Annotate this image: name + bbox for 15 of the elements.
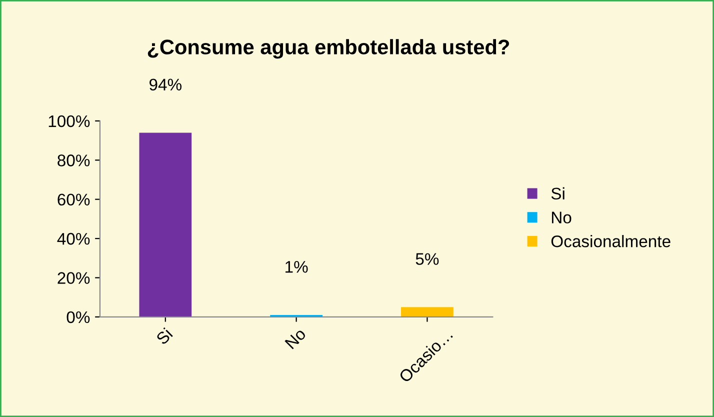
text: 1% — [286, 261, 308, 273]
x-tick-label: No — [284, 328, 307, 350]
chart-title: ¿Consume agua embotellada usted? — [148, 39, 509, 59]
text: 5% — [416, 253, 439, 265]
x-tick-label: Si — [155, 327, 174, 346]
y-tick-label: 40% — [57, 232, 90, 245]
legend-label: Ocasionalmente — [551, 235, 670, 248]
y-tick-label: 100% — [48, 115, 90, 128]
legend-label: No — [552, 212, 572, 224]
legend-label: Si — [551, 187, 564, 200]
text: 94% — [150, 78, 182, 91]
y-tick-label: 60% — [58, 194, 90, 206]
y-tick-label: 20% — [58, 272, 90, 284]
y-tick-label: 0% — [66, 311, 90, 324]
y-tick-label: 80% — [58, 154, 90, 166]
